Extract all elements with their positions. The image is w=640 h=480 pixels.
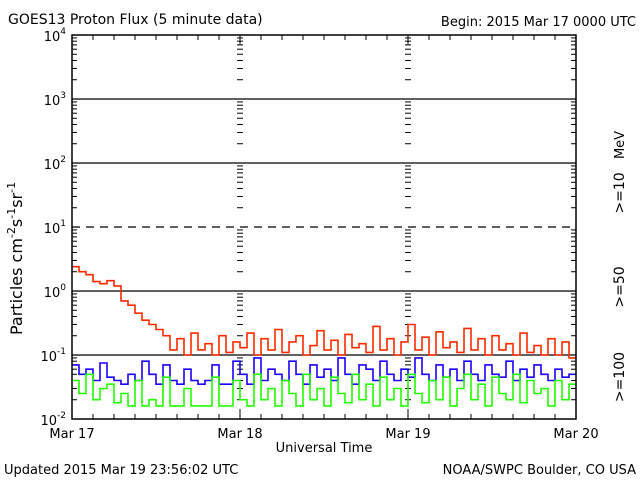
- y-tick-label: 103: [44, 91, 66, 109]
- unit-label-mev: MeV: [613, 131, 628, 159]
- legend-ge50: >=50: [612, 266, 628, 307]
- chart-title: GOES13 Proton Flux (5 minute data): [8, 12, 263, 28]
- y-axis-label: Particles cm-2s-1sr-1: [5, 182, 26, 335]
- x-tick-label: Mar 19: [385, 427, 430, 442]
- y-tick-label: 10-2: [40, 411, 66, 429]
- series-line-ge10: [72, 265, 576, 359]
- credit-label: NOAA/SWPC Boulder, CO USA: [443, 463, 636, 478]
- x-tick-label: Mar 17: [49, 427, 94, 442]
- plot-frame: [71, 34, 577, 420]
- x-axis-label: Universal Time: [276, 441, 373, 456]
- x-tick-label: Mar 18: [217, 427, 262, 442]
- series-line-ge100: [72, 373, 576, 407]
- x-tick-labels: Mar 17 Mar 18 Mar 19 Mar 20: [49, 427, 598, 442]
- y-tick-label: 102: [44, 155, 66, 173]
- y-tick-label: 101: [44, 219, 66, 237]
- series-group: [72, 265, 576, 407]
- y-tick-label: 10-1: [40, 347, 66, 365]
- y-tick-label: 104: [44, 27, 67, 45]
- x-tick-label: Mar 20: [553, 427, 598, 442]
- updated-timestamp: Updated 2015 Mar 19 23:56:02 UTC: [4, 463, 238, 478]
- legend-ge10: >=10: [612, 172, 628, 213]
- legend-ge100: >=100: [612, 352, 628, 402]
- y-tick-labels: 10-2 10-1 100 101 102 103 104: [40, 27, 66, 429]
- grid: [71, 35, 577, 419]
- begin-label: Begin: 2015 Mar 17 0000 UTC: [441, 15, 636, 30]
- series-line-ge50: [72, 357, 576, 385]
- y-tick-label: 100: [44, 283, 67, 301]
